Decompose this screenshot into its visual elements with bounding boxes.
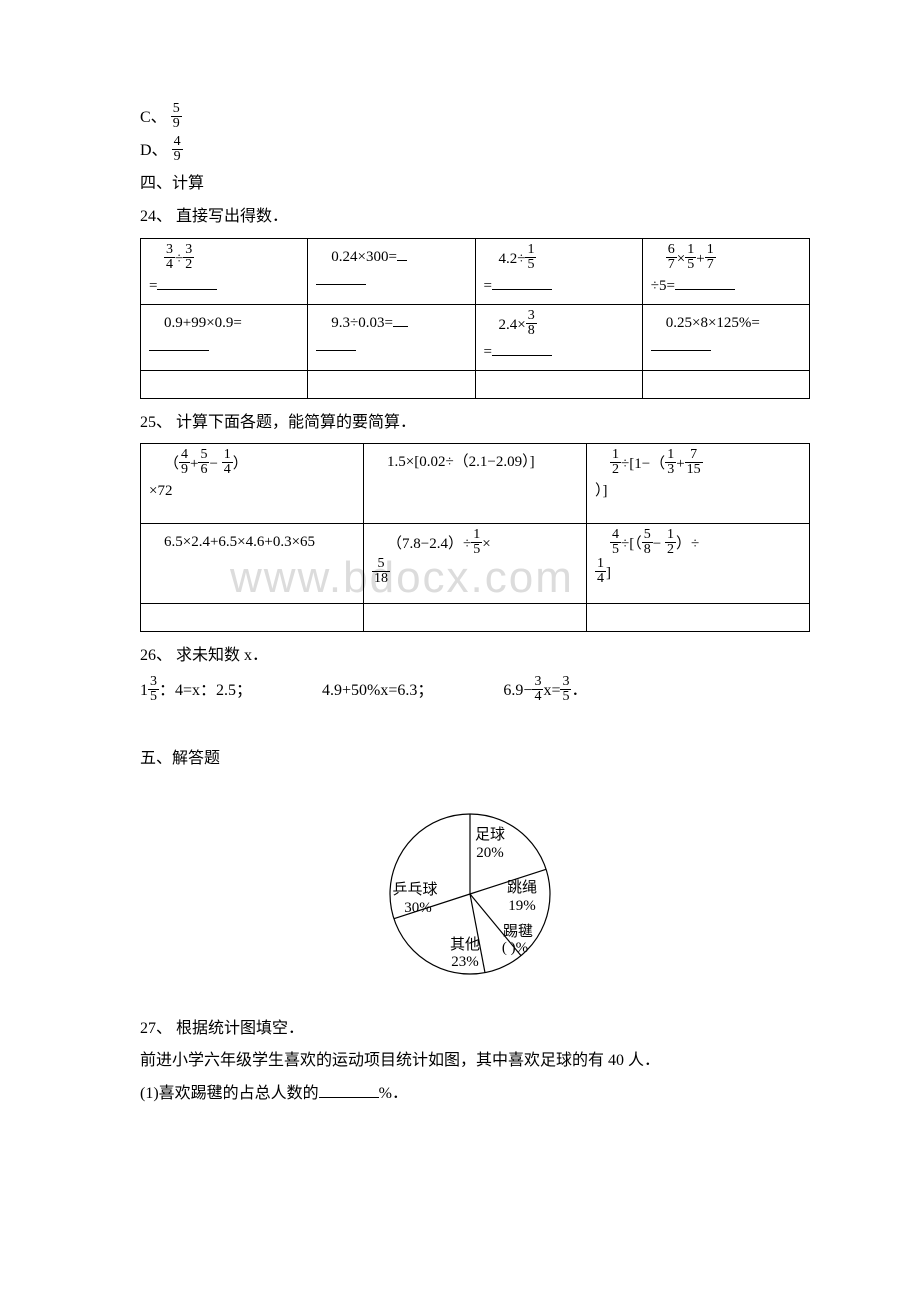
cell: 12÷[1−（13+715）] bbox=[587, 444, 810, 524]
svg-text:23%: 23% bbox=[451, 954, 479, 970]
text: %． bbox=[379, 1085, 408, 1102]
table-row: 6.5×2.4+6.5×4.6+0.3×65 （7.8−2.4）÷15×518 … bbox=[141, 524, 810, 604]
equations-row: 135：4=x：2.5； 4.9+50%x=6.3； 6.9−34x=35． bbox=[140, 677, 810, 706]
fraction-icon: 49 bbox=[172, 135, 183, 164]
table-q24: 34÷32= 0.24×300= 4.2÷15= 67×15+17÷5= 0.9… bbox=[140, 238, 810, 399]
pie-chart-wrap: 足球 20% 跳绳 19% 踢毽( )% 其他23% 乒乓球 30% bbox=[140, 784, 810, 1005]
pie-chart-icon: 足球 20% 跳绳 19% 踢毽( )% 其他23% 乒乓球 30% bbox=[360, 784, 590, 994]
cell: 2.4×38= bbox=[475, 304, 642, 370]
table-q25: （49+56− 14）×72 1.5×[0.02÷（2.1−2.09）] 12÷… bbox=[140, 443, 810, 632]
question-24: 24、 直接写出得数． bbox=[140, 203, 810, 232]
cell: 34÷32= bbox=[141, 238, 308, 304]
svg-text:20%: 20% bbox=[476, 845, 504, 861]
text: (1)喜欢踢毽的占总人数的 bbox=[140, 1085, 319, 1102]
option-c: C、 59 bbox=[140, 104, 810, 133]
section-5-heading: 五、解答题 bbox=[140, 745, 810, 774]
cell: 67×15+17÷5= bbox=[642, 238, 809, 304]
svg-text:乒乓球: 乒乓球 bbox=[392, 881, 437, 898]
cell: 45÷[（58− 12）÷14] bbox=[587, 524, 810, 604]
fraction-icon: 59 bbox=[171, 102, 182, 131]
equation-2: 4.9+50%x=6.3； bbox=[322, 677, 433, 706]
svg-text:跳绳: 跳绳 bbox=[507, 879, 537, 896]
cell: 1.5×[0.02÷（2.1−2.09）] bbox=[364, 444, 587, 524]
table-row: 34÷32= 0.24×300= 4.2÷15= 67×15+17÷5= bbox=[141, 238, 810, 304]
question-27-text: 前进小学六年级学生喜欢的运动项目统计如图，其中喜欢足球的有 40 人． bbox=[140, 1047, 810, 1076]
option-d: D、 49 bbox=[140, 137, 810, 166]
table-row: （49+56− 14）×72 1.5×[0.02÷（2.1−2.09）] 12÷… bbox=[141, 444, 810, 524]
cell: 0.9+99×0.9= bbox=[141, 304, 308, 370]
question-27: 27、 根据统计图填空． bbox=[140, 1015, 810, 1044]
cell: 4.2÷15= bbox=[475, 238, 642, 304]
svg-text:30%: 30% bbox=[404, 900, 432, 916]
cell: 9.3÷0.03= bbox=[308, 304, 475, 370]
svg-text:19%: 19% bbox=[508, 898, 536, 914]
table-row bbox=[141, 370, 810, 398]
svg-text:其他: 其他 bbox=[450, 936, 480, 953]
equation-1: 135：4=x：2.5； bbox=[140, 677, 252, 706]
cell: （49+56− 14）×72 bbox=[141, 444, 364, 524]
svg-text:足球: 足球 bbox=[475, 826, 505, 843]
cell: （7.8−2.4）÷15×518 bbox=[364, 524, 587, 604]
option-c-letter: C、 bbox=[140, 109, 167, 126]
option-d-letter: D、 bbox=[140, 142, 168, 159]
cell: 0.24×300= bbox=[308, 238, 475, 304]
question-25: 25、 计算下面各题，能简算的要简算． bbox=[140, 409, 810, 438]
svg-text:( )%: ( )% bbox=[502, 940, 528, 956]
svg-text:踢毽: 踢毽 bbox=[503, 923, 533, 940]
question-26: 26、 求未知数 x． bbox=[140, 642, 810, 671]
equation-3: 6.9−34x=35． bbox=[503, 677, 587, 706]
section-4-heading: 四、计算 bbox=[140, 170, 810, 199]
table-row bbox=[141, 604, 810, 632]
question-27-sub1: (1)喜欢踢毽的占总人数的 %． bbox=[140, 1080, 810, 1109]
page-content: C、 59 D、 49 四、计算 24、 直接写出得数． 34÷32= 0.24… bbox=[140, 104, 810, 1109]
table-q25-wrap: www.bdocx.com （49+56− 14）×72 1.5×[0.02÷（… bbox=[140, 443, 810, 632]
table-row: 0.9+99×0.9= 9.3÷0.03= 2.4×38= 0.25×8×125… bbox=[141, 304, 810, 370]
cell: 6.5×2.4+6.5×4.6+0.3×65 bbox=[141, 524, 364, 604]
cell: 0.25×8×125%= bbox=[642, 304, 809, 370]
